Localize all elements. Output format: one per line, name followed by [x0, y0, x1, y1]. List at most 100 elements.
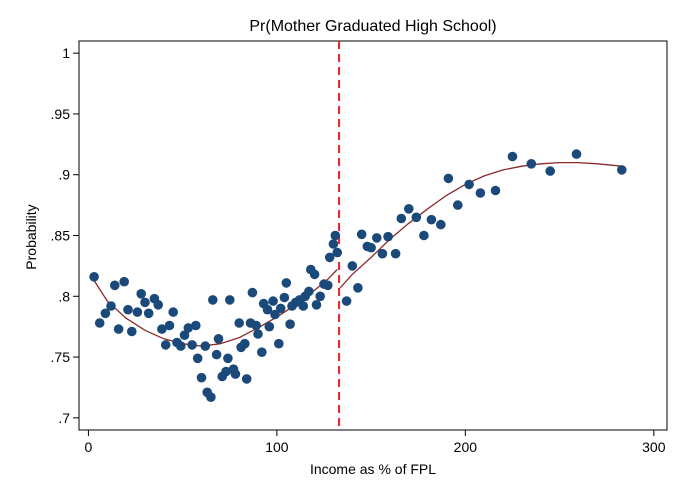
y-tick-label: .75	[51, 349, 71, 365]
y-tick-label: .85	[51, 228, 71, 244]
x-axis: 0 100 200 300	[85, 430, 666, 455]
scatter-point	[208, 295, 218, 305]
scatter-point	[285, 319, 295, 330]
scatter-point	[110, 280, 120, 291]
scatter-point	[157, 324, 167, 334]
scatter-point	[390, 248, 401, 259]
scatter-point	[247, 287, 258, 298]
scatter-point	[183, 323, 194, 333]
scatter-point	[328, 239, 339, 249]
scatter-point	[419, 230, 429, 241]
scatter-point	[213, 334, 224, 344]
scatter-point	[475, 188, 486, 198]
scatter-point	[396, 213, 407, 224]
scatter-point	[347, 261, 358, 271]
scatter-point	[127, 326, 137, 337]
scatter-point	[526, 159, 537, 169]
scatter-point	[223, 353, 233, 364]
scatter-point	[187, 340, 197, 350]
scatter-point	[311, 300, 322, 310]
scatter-point	[200, 341, 211, 351]
y-tick-label: .8	[58, 288, 70, 304]
scatter-point	[372, 233, 382, 243]
scatter-point	[279, 292, 290, 303]
scatter-point	[240, 338, 250, 349]
scatter-point	[270, 309, 280, 320]
chart-title: Pr(Mother Graduated High School)	[249, 18, 496, 35]
scatter-point	[298, 301, 309, 311]
scatter-point	[100, 308, 111, 319]
scatter-point	[330, 230, 341, 241]
scatter-point	[253, 329, 263, 339]
scatter-point	[89, 272, 99, 282]
scatter-point	[332, 247, 343, 258]
x-tick-label: 0	[85, 439, 93, 455]
data-points	[89, 149, 627, 403]
scatter-point	[323, 280, 333, 291]
scatter-point	[507, 151, 518, 162]
scatter-point	[192, 353, 203, 364]
x-tick-label: 200	[454, 439, 478, 455]
scatter-point	[571, 149, 582, 159]
scatter-point	[257, 347, 267, 358]
scatter-point	[281, 278, 292, 288]
y-axis: .7 .75 .8 .85 .9 .95 1	[51, 45, 79, 426]
scatter-point	[221, 366, 231, 377]
scatter-point	[123, 304, 133, 315]
scatter-point	[132, 307, 143, 317]
scatter-point	[94, 318, 105, 328]
y-axis-label: Probability	[23, 204, 39, 269]
scatter-point	[545, 166, 555, 176]
scatter-point	[366, 242, 376, 253]
scatter-point	[225, 295, 235, 305]
scatter-point	[160, 340, 171, 350]
scatter-point	[153, 300, 163, 310]
scatter-point	[143, 308, 154, 319]
scatter-point	[191, 320, 201, 331]
scatter-point	[353, 283, 363, 293]
y-tick-label: 1	[62, 45, 70, 61]
y-tick-label: .7	[58, 410, 70, 426]
scatter-point	[211, 349, 222, 360]
scatter-point	[168, 307, 178, 317]
scatter-point	[136, 289, 146, 299]
scatter-point	[315, 291, 326, 302]
scatter-point	[241, 374, 252, 384]
scatter-point	[206, 392, 216, 403]
scatter-point	[617, 165, 627, 175]
scatter-point	[383, 231, 393, 242]
scatter-point	[324, 252, 335, 263]
x-axis-label: Income as % of FPL	[310, 461, 436, 477]
scatter-point	[176, 341, 186, 351]
scatter-point	[377, 248, 388, 259]
x-tick-label: 300	[642, 439, 666, 455]
scatter-point	[341, 296, 352, 306]
scatter-point	[426, 214, 437, 225]
scatter-point	[443, 173, 454, 184]
scatter-point	[404, 204, 414, 214]
scatter-point	[106, 301, 116, 311]
scatter-point	[264, 321, 275, 332]
scatter-point	[119, 276, 129, 287]
y-tick-label: .95	[51, 106, 71, 122]
fit-line-right	[338, 161, 622, 290]
scatter-point	[113, 324, 124, 334]
scatter-point	[164, 320, 175, 331]
scatter-point	[356, 229, 367, 240]
scatter-point	[464, 179, 474, 190]
scatter-point	[196, 372, 207, 383]
scatter-point	[251, 320, 261, 331]
scatter-point	[436, 219, 446, 230]
scatter-point	[274, 338, 284, 349]
scatter-point	[411, 212, 422, 223]
scatter-point	[179, 330, 190, 341]
scatter-point	[453, 200, 463, 210]
scatter-point	[304, 286, 314, 297]
scatter-point	[140, 297, 150, 308]
scatter-point	[262, 304, 273, 315]
scatter-point	[275, 303, 286, 314]
y-tick-label: .9	[58, 167, 70, 183]
scatter-point	[490, 185, 501, 196]
